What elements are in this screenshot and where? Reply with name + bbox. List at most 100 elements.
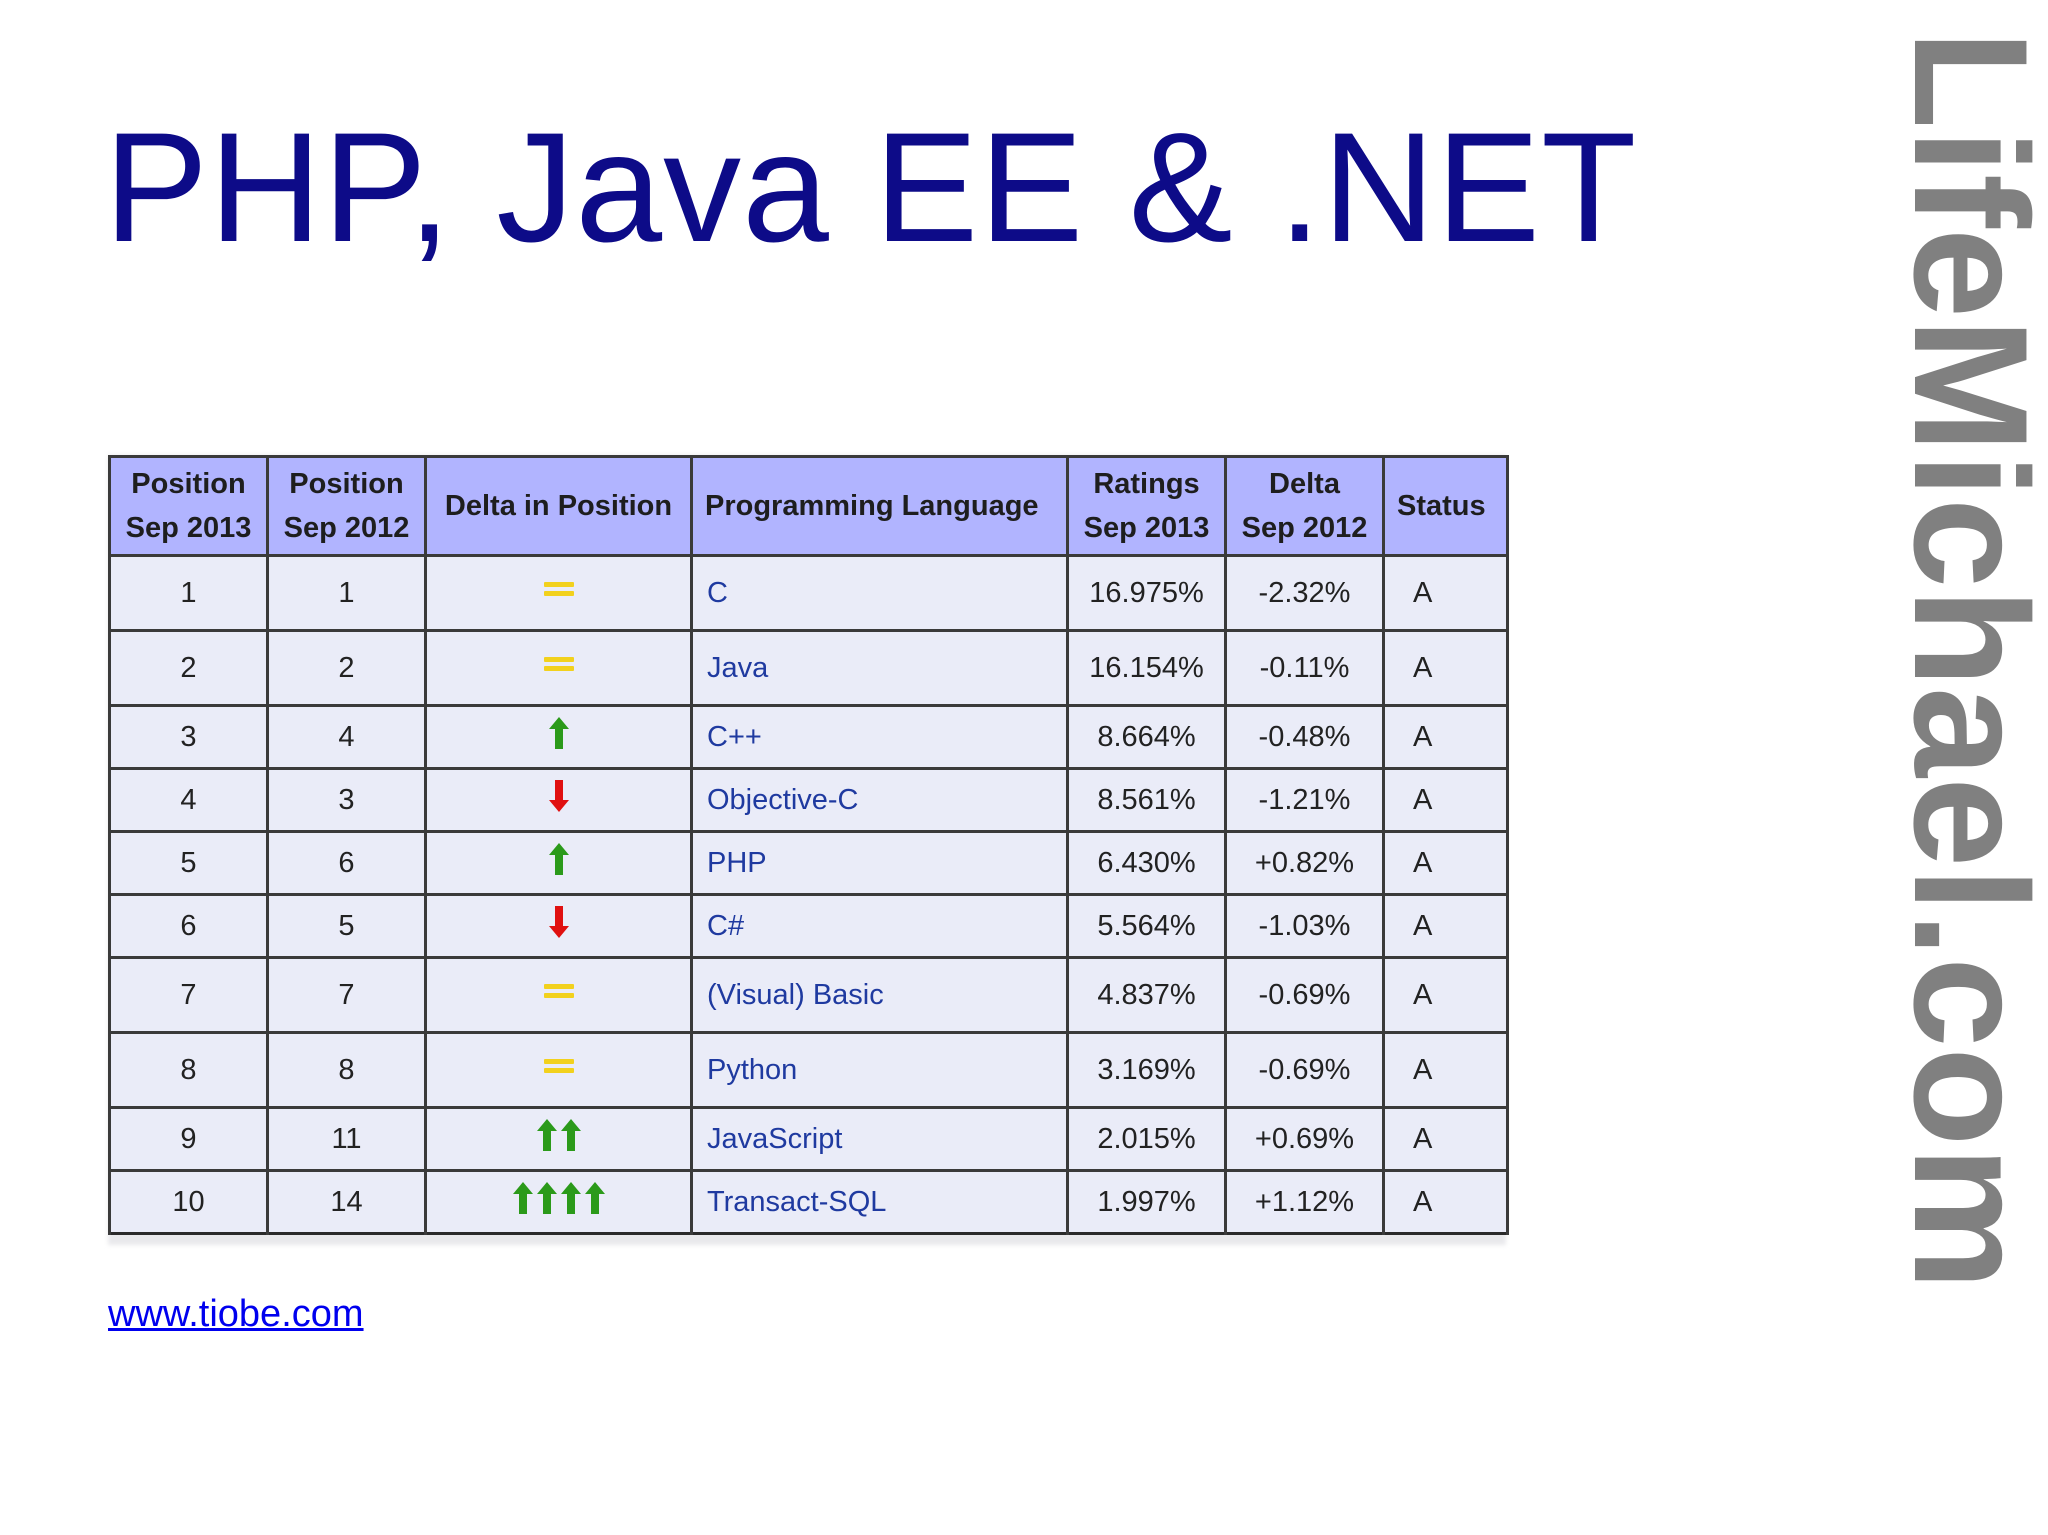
table-row: 7 7 (Visual) Basic 4.837% -0.69% A [108, 956, 1509, 1033]
cell-delta-position [424, 956, 693, 1033]
tiobe-source-link[interactable]: www.tiobe.com [108, 1293, 364, 1335]
cell-delta: +0.82% [1224, 830, 1385, 895]
watermark-text: LifeMichael.com [1895, 30, 2045, 1291]
cell-position-2013: 9 [108, 1106, 269, 1171]
slide-title: PHP, Java EE & .NET [104, 101, 1638, 275]
equal-icon [543, 656, 574, 671]
cell-delta-position [424, 554, 693, 631]
cell-position-2012: 14 [266, 1169, 427, 1234]
cell-delta: -0.48% [1224, 704, 1385, 769]
cell-position-2013: 1 [108, 554, 269, 631]
arrow-up-icon [584, 1181, 606, 1215]
cell-position-2012: 6 [266, 830, 427, 895]
cell-delta-position [424, 704, 693, 769]
cell-rating: 16.975% [1066, 554, 1227, 631]
cell-delta: -1.03% [1224, 893, 1385, 958]
table-row: 6 5 C# 5.564% -1.03% A [108, 893, 1509, 958]
table-row: 4 3 Objective-C 8.561% -1.21% A [108, 767, 1509, 832]
cell-language: C++ [690, 704, 1069, 769]
cell-position-2012: 11 [266, 1106, 427, 1171]
cell-status: A [1382, 830, 1509, 895]
header-delta: Delta Sep 2012 [1224, 455, 1385, 556]
equal-icon [543, 581, 574, 596]
table-row: 2 2 Java 16.154% -0.11% A [108, 629, 1509, 706]
watermark: LifeMichael.com [1895, 30, 2045, 1500]
arrow-up-icon [548, 716, 570, 750]
cell-delta-position [424, 1031, 693, 1108]
arrow-up-icon [536, 1181, 558, 1215]
cell-delta: -1.21% [1224, 767, 1385, 832]
cell-delta-position [424, 830, 693, 895]
cell-position-2013: 3 [108, 704, 269, 769]
table-row: 5 6 PHP 6.430% +0.82% A [108, 830, 1509, 895]
cell-rating: 2.015% [1066, 1106, 1227, 1171]
equal-icon [543, 983, 574, 998]
header-status: Status [1382, 455, 1509, 556]
cell-language: Java [690, 629, 1069, 706]
arrow-up-icon [560, 1181, 582, 1215]
cell-delta: -0.69% [1224, 1031, 1385, 1108]
cell-language: Objective-C [690, 767, 1069, 832]
cell-rating: 1.997% [1066, 1169, 1227, 1234]
cell-language: PHP [690, 830, 1069, 895]
cell-delta-position [424, 767, 693, 832]
cell-delta: -0.11% [1224, 629, 1385, 706]
cell-language: Python [690, 1031, 1069, 1108]
table-row: 8 8 Python 3.169% -0.69% A [108, 1031, 1509, 1108]
cell-language: Transact-SQL [690, 1169, 1069, 1234]
cell-position-2012: 2 [266, 629, 427, 706]
arrow-up-icon [536, 1118, 558, 1152]
tiobe-ranking-table: Position Sep 2013 Position Sep 2012 Delt… [108, 455, 1509, 1235]
cell-rating: 16.154% [1066, 629, 1227, 706]
cell-delta: +1.12% [1224, 1169, 1385, 1234]
table-row: 9 11 JavaScript 2.015% +0.69% A [108, 1106, 1509, 1171]
cell-position-2013: 8 [108, 1031, 269, 1108]
cell-rating: 5.564% [1066, 893, 1227, 958]
cell-delta-position [424, 1169, 693, 1234]
cell-delta: +0.69% [1224, 1106, 1385, 1171]
cell-status: A [1382, 554, 1509, 631]
cell-position-2013: 10 [108, 1169, 269, 1234]
cell-position-2013: 2 [108, 629, 269, 706]
cell-language: (Visual) Basic [690, 956, 1069, 1033]
cell-position-2012: 8 [266, 1031, 427, 1108]
cell-language: C# [690, 893, 1069, 958]
cell-status: A [1382, 1031, 1509, 1108]
cell-status: A [1382, 629, 1509, 706]
table-row: 1 1 C 16.975% -2.32% A [108, 554, 1509, 631]
cell-language: JavaScript [690, 1106, 1069, 1171]
cell-position-2012: 5 [266, 893, 427, 958]
equal-icon [543, 1058, 574, 1073]
cell-status: A [1382, 893, 1509, 958]
cell-status: A [1382, 956, 1509, 1033]
arrow-up-icon [548, 842, 570, 876]
cell-status: A [1382, 1106, 1509, 1171]
table-row: 10 14 Transact-SQL 1.997% +1.12% A [108, 1169, 1509, 1234]
cell-position-2012: 3 [266, 767, 427, 832]
cell-position-2013: 4 [108, 767, 269, 832]
cell-language: C [690, 554, 1069, 631]
cell-rating: 4.837% [1066, 956, 1227, 1033]
cell-rating: 8.561% [1066, 767, 1227, 832]
cell-position-2013: 7 [108, 956, 269, 1033]
arrow-up-icon [512, 1181, 534, 1215]
cell-position-2012: 1 [266, 554, 427, 631]
arrow-down-icon [548, 905, 570, 939]
cell-status: A [1382, 1169, 1509, 1234]
cell-status: A [1382, 704, 1509, 769]
cell-delta: -2.32% [1224, 554, 1385, 631]
header-delta-position: Delta in Position [424, 455, 693, 556]
cell-status: A [1382, 767, 1509, 832]
cell-delta-position [424, 893, 693, 958]
table-header-row: Position Sep 2013 Position Sep 2012 Delt… [108, 455, 1509, 556]
header-position-2013: Position Sep 2013 [108, 455, 269, 556]
cell-rating: 3.169% [1066, 1031, 1227, 1108]
cell-rating: 8.664% [1066, 704, 1227, 769]
cell-position-2012: 4 [266, 704, 427, 769]
arrow-up-icon [560, 1118, 582, 1152]
cell-delta-position [424, 629, 693, 706]
cell-delta-position [424, 1106, 693, 1171]
cell-rating: 6.430% [1066, 830, 1227, 895]
header-language: Programming Language [690, 455, 1069, 556]
header-position-2012: Position Sep 2012 [266, 455, 427, 556]
